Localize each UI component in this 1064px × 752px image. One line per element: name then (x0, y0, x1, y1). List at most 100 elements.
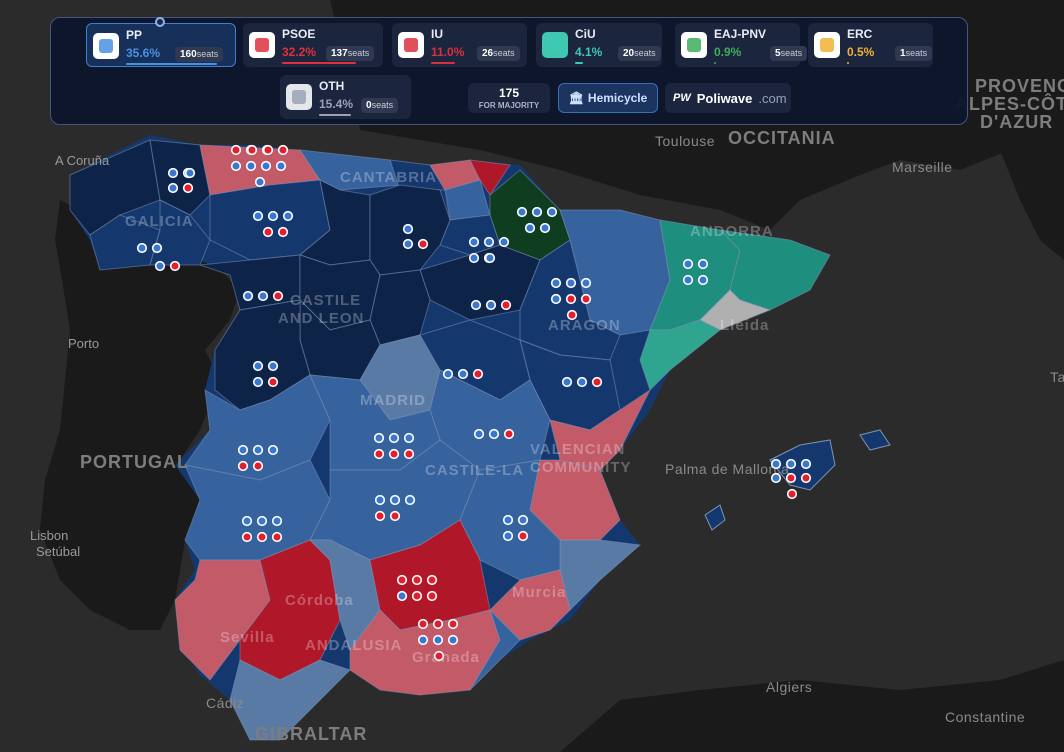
seat-dot (267, 376, 279, 388)
province-lugo[interactable] (149, 139, 211, 216)
party-card-ciu[interactable]: CiU 4.1% 20seats (536, 23, 662, 67)
seat-dot (403, 448, 415, 460)
seat-dot (472, 368, 484, 380)
seat-dot (417, 238, 429, 250)
seat-dot (389, 510, 401, 522)
brand-link[interactable]: PW Poliwave .com (665, 83, 791, 113)
party-card-pp[interactable]: PP 35.6% 160seats (86, 23, 236, 67)
seat-dot (230, 160, 242, 172)
seat-dot (484, 252, 496, 264)
seat-dot (550, 277, 562, 289)
seat-dot (373, 432, 385, 444)
province-tarragona[interactable] (639, 319, 721, 391)
vote-share-bar (714, 62, 716, 64)
province-almeria[interactable] (469, 609, 521, 691)
oth-logo-icon (286, 84, 312, 110)
party-name: PSOE (282, 27, 316, 41)
erc-logo-icon (814, 32, 840, 58)
label-portugal: PORTUGAL (80, 452, 189, 472)
province-ibiza[interactable] (704, 504, 726, 531)
seat-dot (282, 210, 294, 222)
label-granada: Granada (412, 649, 480, 666)
party-percentage: 15.4% (319, 97, 354, 111)
hemicycle-button[interactable]: 🏛 Hemicycle (558, 83, 658, 113)
party-card-iu[interactable]: IU 11.0% 26seats (392, 23, 527, 67)
province-cantabria[interactable] (298, 149, 401, 191)
seat-dot (565, 277, 577, 289)
party-name: PP (126, 28, 143, 42)
label-marseille: Marseille (892, 159, 953, 175)
label-castile-la: CASTILE-LA (425, 462, 524, 479)
seat-dot (546, 206, 558, 218)
drag-handle[interactable] (155, 17, 165, 27)
party-name: ERC (847, 27, 873, 41)
seat-dot (154, 260, 166, 272)
party-card-erc[interactable]: ERC 0.5% 1seats (808, 23, 933, 67)
seat-dot (271, 531, 283, 543)
iu-logo-icon (398, 32, 424, 58)
seat-dot (182, 182, 194, 194)
seat-dot (374, 510, 386, 522)
seat-dot (169, 260, 181, 272)
seat-count-badge: 1seats (895, 46, 933, 61)
label-castile-leon-2: AND LEON (278, 310, 364, 327)
party-card-oth[interactable]: OTH 15.4% 0seats (280, 75, 411, 119)
brand-domain: .com (758, 90, 787, 106)
seat-dot (447, 618, 459, 630)
seat-count-badge: 160seats (175, 47, 224, 62)
label-setubal: Setúbal (36, 544, 80, 559)
party-percentage: 0.9% (714, 45, 742, 59)
party-card-psoe[interactable]: PSOE 32.2% 137seats (243, 23, 383, 67)
seat-dot (242, 290, 254, 302)
province-cadiz-malaga[interactable] (229, 659, 351, 741)
seat-dot (277, 144, 289, 156)
seat-dot (770, 472, 782, 484)
ciu-logo-icon (542, 32, 568, 58)
seat-dot (184, 167, 196, 179)
seat-dot (167, 167, 179, 179)
seat-dot (433, 650, 445, 662)
seat-dot (531, 206, 543, 218)
label-andalusia: ANDALUSIA (305, 637, 402, 654)
seat-dot (786, 488, 798, 500)
seat-dot (267, 360, 279, 372)
seat-dot (167, 182, 179, 194)
party-name: EAJ-PNV (714, 27, 767, 41)
seat-dot (591, 376, 603, 388)
province-barcelona[interactable] (699, 289, 772, 331)
label-porto: Porto (68, 336, 99, 351)
seat-dot (402, 238, 414, 250)
seat-dot (503, 428, 515, 440)
seat-dot (470, 299, 482, 311)
seat-dot (447, 634, 459, 646)
seat-dot (483, 236, 495, 248)
seat-dot (500, 299, 512, 311)
seat-dot (252, 360, 264, 372)
party-card-eaj-pnv[interactable]: EAJ-PNV 0.9% 5seats (675, 23, 808, 67)
pnv-logo-icon (681, 32, 707, 58)
psoe-logo-icon (249, 32, 275, 58)
label-toulouse: Toulouse (655, 133, 715, 149)
seat-dot (237, 460, 249, 472)
seat-dot (262, 226, 274, 238)
seat-dot (432, 634, 444, 646)
brand-name: Poliwave (696, 90, 753, 106)
seat-dot (580, 293, 592, 305)
province-caceres[interactable] (184, 374, 331, 481)
seat-dot (402, 223, 414, 235)
seat-dot (800, 472, 812, 484)
provinces[interactable] (69, 139, 831, 741)
seat-dot (432, 618, 444, 630)
seat-dot (488, 428, 500, 440)
seat-dot (241, 515, 253, 527)
seat-dot (396, 574, 408, 586)
label-castile-leon: CASTILE (290, 292, 361, 309)
seat-dot (136, 242, 148, 254)
province-menorca[interactable] (859, 429, 891, 451)
seat-dot (473, 428, 485, 440)
province-castellon[interactable] (549, 388, 652, 471)
seat-dot (241, 531, 253, 543)
seat-dot (260, 160, 272, 172)
seat-dot (373, 448, 385, 460)
